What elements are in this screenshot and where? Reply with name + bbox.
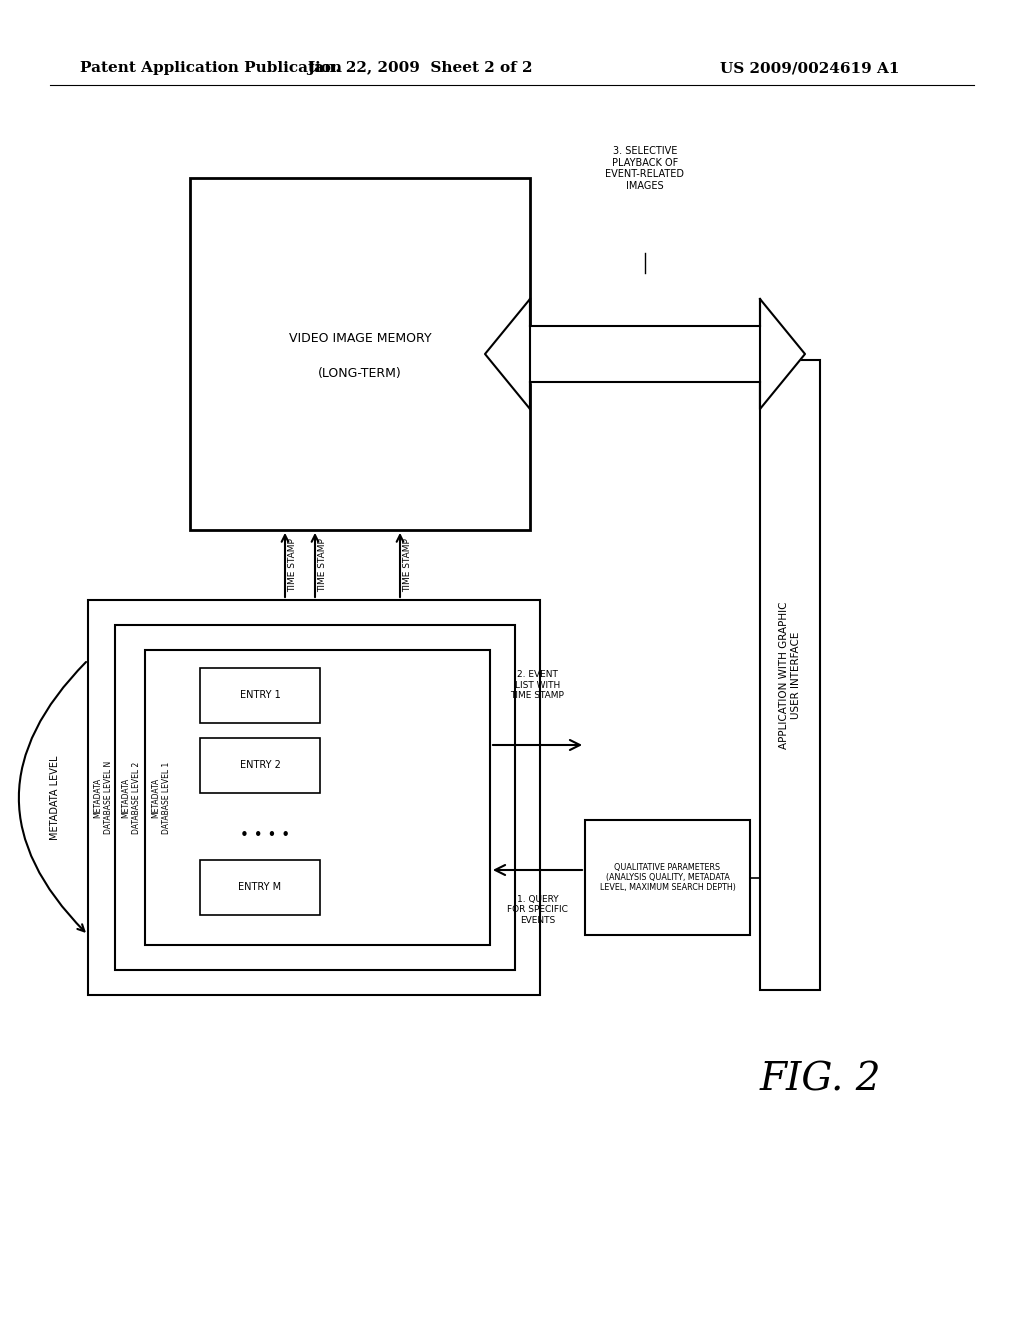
Text: 3. SELECTIVE
PLAYBACK OF
EVENT-RELATED
IMAGES: 3. SELECTIVE PLAYBACK OF EVENT-RELATED I… — [605, 147, 684, 191]
Text: FIG. 2: FIG. 2 — [759, 1061, 881, 1098]
Text: Jan. 22, 2009  Sheet 2 of 2: Jan. 22, 2009 Sheet 2 of 2 — [307, 61, 532, 75]
Text: QUALITATIVE PARAMETERS
(ANALYSIS QUALITY, METADATA
LEVEL, MAXIMUM SEARCH DEPTH): QUALITATIVE PARAMETERS (ANALYSIS QUALITY… — [600, 862, 735, 892]
Text: APPLICATION WITH GRAPHIC
USER INTERFACE: APPLICATION WITH GRAPHIC USER INTERFACE — [779, 601, 801, 748]
Polygon shape — [760, 300, 805, 409]
Bar — [200, 668, 319, 723]
Text: (LONG-TERM): (LONG-TERM) — [318, 367, 401, 380]
Text: Patent Application Publication: Patent Application Publication — [80, 61, 342, 75]
Text: US 2009/0024619 A1: US 2009/0024619 A1 — [720, 61, 899, 75]
Text: • • • •: • • • • — [240, 828, 290, 842]
Bar — [145, 649, 490, 945]
FancyArrowPatch shape — [18, 661, 86, 932]
Bar — [200, 738, 319, 793]
Text: TIME STAMP: TIME STAMP — [318, 539, 327, 591]
Polygon shape — [485, 300, 530, 409]
Polygon shape — [530, 326, 760, 381]
Bar — [200, 861, 319, 915]
Bar — [760, 360, 820, 990]
Bar — [585, 820, 750, 935]
Text: METADATA
DATABASE LEVEL 2: METADATA DATABASE LEVEL 2 — [121, 762, 140, 834]
Text: METADATA
DATABASE LEVEL 1: METADATA DATABASE LEVEL 1 — [152, 762, 171, 834]
Text: METADATA LEVEL: METADATA LEVEL — [50, 755, 60, 840]
Text: VIDEO IMAGE MEMORY: VIDEO IMAGE MEMORY — [289, 333, 431, 346]
Bar — [115, 624, 515, 970]
Text: ENTRY 2: ENTRY 2 — [240, 760, 281, 771]
Text: TIME STAMP: TIME STAMP — [288, 539, 297, 591]
Text: TIME STAMP: TIME STAMP — [403, 539, 412, 591]
Bar — [88, 601, 540, 995]
Text: ENTRY 1: ENTRY 1 — [240, 690, 281, 701]
Text: METADATA
DATABASE LEVEL N: METADATA DATABASE LEVEL N — [93, 760, 113, 834]
Bar — [190, 178, 530, 531]
Text: 1. QUERY
FOR SPECIFIC
EVENTS: 1. QUERY FOR SPECIFIC EVENTS — [507, 895, 568, 925]
Text: 2. EVENT
LIST WITH
TIME STAMP: 2. EVENT LIST WITH TIME STAMP — [511, 671, 564, 700]
Text: ENTRY M: ENTRY M — [239, 883, 282, 892]
